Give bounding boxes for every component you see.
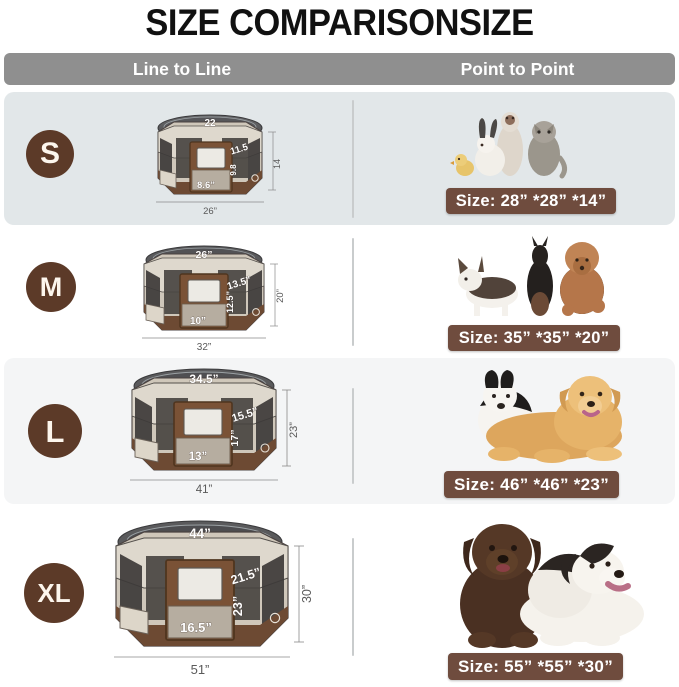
dim-door-width-xl: 16.5” <box>180 620 212 635</box>
dim-side-height-m: 20” <box>275 289 286 303</box>
dim-side-height-xl: 30” <box>300 585 314 603</box>
animal-photo-s <box>440 104 590 182</box>
dim-door-height-s: 9.8 <box>229 164 238 176</box>
dim-top-width-xl: 44” <box>189 526 211 541</box>
dim-top-width-l: 34.5” <box>189 372 218 386</box>
page-title: SIZE COMPARISONSIZE <box>145 2 534 43</box>
dim-door-width-m: 10” <box>190 316 206 327</box>
size-label-m: Size: 35” *35” *20” <box>448 325 620 351</box>
dim-top-width-s: 22 <box>204 118 216 129</box>
header-point-to-point: Point to Point <box>460 58 575 79</box>
dim-door-height-xl: 23” <box>231 596 245 616</box>
size-label-xl: Size: 55” *55” *30” <box>448 653 623 680</box>
size-badge-m: M <box>26 262 76 312</box>
playpen-diagram-l: 34.5” 15.5” 23” 17” 13” 41” <box>108 360 308 500</box>
size-label-s: Size: 28” *28” *14” <box>446 188 616 214</box>
dim-base-width-m: 32” <box>197 342 211 353</box>
animal-photo-xl <box>430 512 655 652</box>
dim-base-width-xl: 51” <box>191 662 210 677</box>
playpen-diagram-xl: 44” 21.5” 30” 23” 16.5” 51” <box>92 510 320 682</box>
animal-photo-m <box>448 234 618 322</box>
dim-door-width-s: 8.6” <box>197 180 215 191</box>
dim-base-width-s: 26” <box>203 206 217 217</box>
dim-door-height-m: 12.5” <box>225 291 235 313</box>
size-label-l: Size: 46” *46” *23” <box>444 471 619 498</box>
playpen-diagram-s: 22 11.5 14 9.8 8.6” 26” <box>140 108 290 220</box>
row-divider-s <box>352 100 354 218</box>
row-divider-xl <box>352 538 354 656</box>
row-divider-m <box>352 238 354 346</box>
animal-photo-l <box>428 362 643 472</box>
row-divider-l <box>352 388 354 484</box>
dim-side-height-s: 14 <box>272 159 282 169</box>
playpen-diagram-m: 26” 13.5” 20” 12.5” 10” 32” <box>122 238 294 356</box>
dim-door-height-l: 17” <box>229 430 241 447</box>
size-badge-xl: XL <box>24 563 84 623</box>
dim-door-width-l: 13” <box>189 451 208 463</box>
column-header-bar: Line to Line Point to Point <box>4 53 675 85</box>
dim-side-height-l: 23” <box>288 422 300 438</box>
size-badge-l: L <box>28 404 82 458</box>
dim-top-width-m: 26” <box>196 249 213 261</box>
header-line-to-line: Line to Line <box>132 58 232 79</box>
dim-base-width-l: 41” <box>196 484 213 496</box>
size-badge-s: S <box>26 130 74 178</box>
